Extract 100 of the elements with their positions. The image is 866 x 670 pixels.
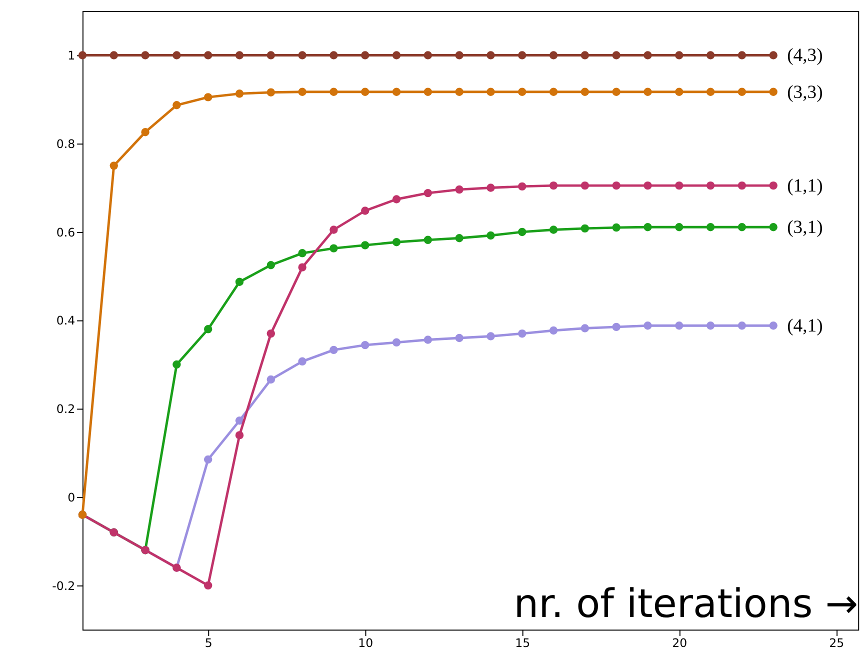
- series-label: (3,1): [787, 216, 823, 238]
- point: [298, 249, 306, 258]
- point: [204, 455, 212, 464]
- point: [769, 322, 778, 330]
- point: [738, 51, 746, 60]
- point: [266, 329, 276, 338]
- point: [612, 88, 620, 96]
- point: [141, 51, 150, 60]
- x-tick-label: 15: [515, 636, 530, 650]
- point: [518, 51, 526, 60]
- point: [486, 184, 495, 192]
- point: [644, 88, 652, 96]
- point: [518, 329, 526, 338]
- point: [518, 228, 526, 236]
- point: [455, 234, 464, 242]
- point: [706, 181, 715, 190]
- point: [738, 181, 746, 190]
- point: [675, 88, 684, 96]
- point: [204, 581, 212, 590]
- point: [298, 357, 306, 366]
- point: [486, 332, 495, 340]
- point: [738, 88, 746, 96]
- y-tick-label: 0.6: [56, 225, 76, 240]
- point: [172, 101, 181, 110]
- point: [361, 340, 370, 350]
- x-tick-label: 5: [204, 636, 212, 650]
- point: [455, 88, 464, 96]
- point: [675, 181, 684, 190]
- point: [738, 223, 746, 232]
- point: [612, 223, 620, 232]
- point: [486, 231, 495, 240]
- point: [392, 51, 401, 60]
- y-tick-label: 0.8: [56, 137, 76, 152]
- point: [392, 338, 401, 347]
- point: [392, 195, 401, 204]
- x-tick-label: 10: [358, 636, 374, 650]
- point: [361, 51, 370, 60]
- y-tick-label: 1: [68, 48, 76, 63]
- point: [706, 51, 715, 60]
- y-tick-label: 0.4: [56, 314, 76, 328]
- y-tick-label: -0.2: [52, 578, 76, 593]
- point: [549, 226, 558, 234]
- x-axis-title: nr. of iterations →: [514, 582, 858, 627]
- point: [612, 181, 620, 190]
- point: [298, 51, 306, 60]
- point: [235, 431, 244, 440]
- point: [580, 224, 590, 233]
- point: [738, 322, 746, 330]
- point: [644, 51, 652, 60]
- point: [486, 51, 495, 60]
- point: [580, 324, 590, 332]
- point: [424, 51, 432, 60]
- point: [78, 51, 87, 60]
- point: [235, 51, 244, 60]
- point: [235, 416, 244, 425]
- y-tick-label: 0.2: [56, 402, 76, 416]
- point: [330, 244, 338, 252]
- point: [455, 185, 464, 194]
- point: [204, 51, 212, 60]
- point: [172, 360, 181, 369]
- point: [580, 51, 590, 60]
- point: [518, 88, 526, 96]
- point: [266, 261, 276, 270]
- series-label: (4,1): [787, 316, 823, 337]
- point: [392, 238, 401, 246]
- point: [235, 278, 244, 286]
- point: [549, 51, 558, 60]
- point: [486, 88, 495, 96]
- point: [141, 128, 150, 136]
- point: [644, 223, 652, 232]
- point: [549, 181, 558, 190]
- series-label: (1,1): [787, 175, 823, 196]
- point: [361, 88, 370, 96]
- point: [424, 236, 432, 244]
- point: [769, 51, 778, 60]
- point: [580, 88, 590, 96]
- point: [298, 88, 306, 96]
- point: [706, 322, 715, 330]
- point: [580, 181, 590, 190]
- point: [204, 93, 212, 102]
- point: [612, 322, 620, 332]
- point: [330, 346, 338, 354]
- x-tick-label: 20: [672, 636, 688, 650]
- point: [424, 336, 432, 344]
- point: [330, 226, 338, 234]
- point: [266, 88, 276, 96]
- y-tick-label: 0: [68, 490, 76, 504]
- point: [392, 88, 401, 96]
- point: [644, 181, 652, 190]
- point: [110, 51, 118, 60]
- point: [235, 90, 244, 98]
- point: [769, 223, 778, 232]
- point: [204, 325, 212, 334]
- x-tick-label: 25: [829, 636, 844, 650]
- point: [706, 88, 715, 96]
- point: [644, 322, 652, 330]
- series-label: (3,3): [787, 82, 823, 103]
- point: [330, 88, 338, 96]
- point: [424, 188, 432, 198]
- point: [549, 88, 558, 96]
